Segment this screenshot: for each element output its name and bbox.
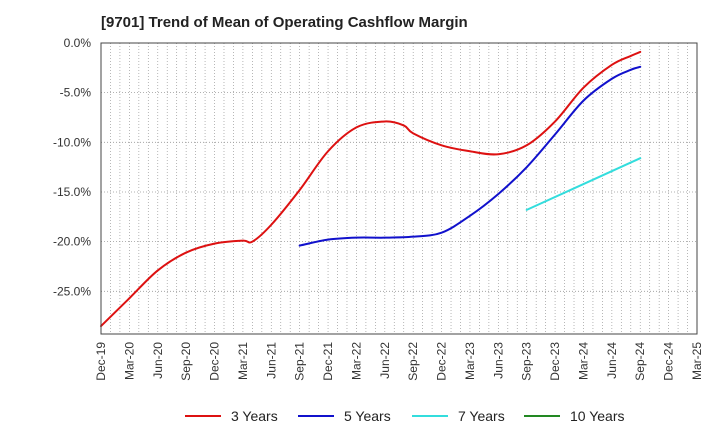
- plot-frame: [100, 42, 698, 335]
- x-tick-label: Dec-23: [548, 342, 562, 381]
- x-tick-label: Jun-21: [264, 342, 278, 379]
- x-tick-label: Mar-20: [122, 342, 136, 380]
- legend-label: 7 Years: [458, 408, 505, 424]
- x-tick-label: Mar-25: [690, 342, 704, 380]
- x-tick-label: Sep-24: [633, 342, 647, 381]
- x-tick-label: Dec-24: [662, 342, 676, 381]
- legend-item-3-years: 3 Years: [185, 405, 278, 427]
- legend-swatch: [298, 415, 334, 417]
- x-tick-label: Jun-23: [491, 342, 505, 379]
- x-tick-label: Sep-20: [179, 342, 193, 381]
- legend-item-7-years: 7 Years: [412, 405, 505, 427]
- x-tick-label: Mar-22: [349, 342, 363, 380]
- plot-area: [101, 43, 697, 334]
- x-tick-label: Sep-23: [520, 342, 534, 381]
- x-tick-label: Dec-21: [321, 342, 335, 381]
- series-line-7-years: [525, 157, 642, 211]
- x-tick-label: Sep-22: [406, 342, 420, 381]
- series-line-5-years: [298, 65, 642, 247]
- x-tick-label: Jun-20: [151, 342, 165, 379]
- legend-label: 3 Years: [231, 408, 278, 424]
- grid-layer: [100, 42, 698, 334]
- x-tick-label: Mar-24: [576, 342, 590, 380]
- y-tick-label: -25.0%: [53, 284, 91, 298]
- chart-legend: 3 Years 5 Years 7 Years 10 Years: [0, 405, 720, 427]
- legend-item-10-years: 10 Years: [524, 405, 625, 427]
- x-tick-label: Jun-22: [378, 342, 392, 379]
- y-tick-label: -20.0%: [53, 235, 91, 249]
- x-tick-label: Dec-22: [435, 342, 449, 381]
- legend-label: 10 Years: [570, 408, 625, 424]
- chart-title: [9701] Trend of Mean of Operating Cashfl…: [101, 14, 468, 31]
- x-tick-label: Jun-24: [605, 342, 619, 379]
- y-tick-label: -10.0%: [53, 135, 91, 149]
- legend-swatch: [185, 415, 221, 417]
- y-tick-label: -5.0%: [60, 86, 92, 100]
- x-tick-label: Sep-21: [293, 342, 307, 381]
- legend-label: 5 Years: [344, 408, 391, 424]
- x-tick-label: Mar-21: [236, 342, 250, 380]
- x-tick-label: Mar-23: [463, 342, 477, 380]
- x-tick-label: Dec-20: [208, 342, 222, 381]
- axis-layer: 0.0% -5.0% -10.0% -15.0% -20.0% -25.0% Dec-19 M…: [53, 36, 704, 381]
- y-tick-label: 0.0%: [64, 36, 92, 50]
- y-tick-label: -15.0%: [53, 185, 91, 199]
- legend-swatch: [524, 415, 560, 417]
- series-layer: [100, 50, 642, 328]
- series-line-3-years: [100, 50, 642, 328]
- legend-item-5-years: 5 Years: [298, 405, 391, 427]
- x-tick-label: Dec-19: [94, 342, 108, 381]
- legend-swatch: [412, 415, 448, 417]
